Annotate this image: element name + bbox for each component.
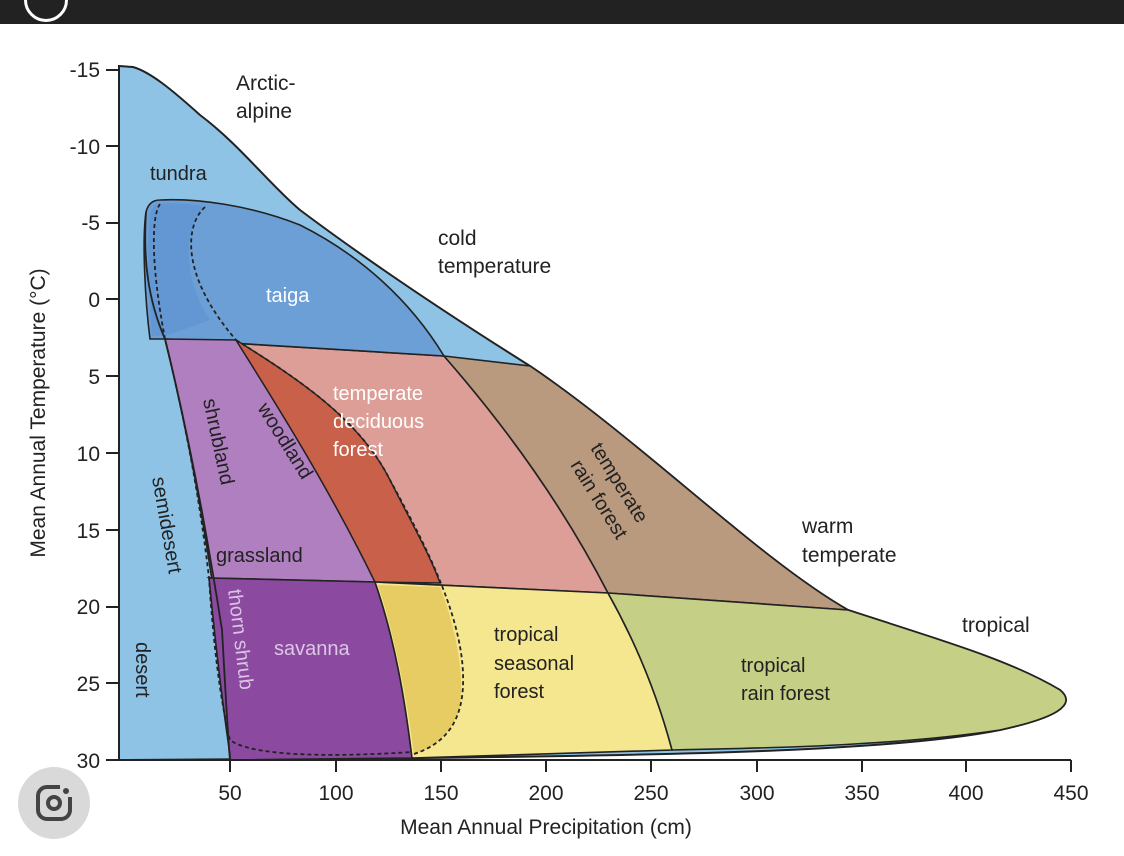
tropical-seasonal-dry-band: [378, 585, 462, 754]
x-tick-label: 250: [633, 782, 668, 805]
x-tick-label: 400: [948, 782, 983, 805]
biome-label-tundra: tundra: [150, 163, 208, 185]
zone-label-arctic-alpine: Arctic-: [236, 72, 296, 95]
biome-label-tropical-seasonal: forest: [494, 681, 544, 703]
x-tick-label: 50: [218, 782, 241, 805]
biome-label-temperate-deciduous: temperate: [333, 383, 423, 405]
google-lens-icon: [36, 785, 72, 821]
biome-label-taiga: taiga: [266, 285, 310, 307]
y-tick-label: 10: [77, 443, 100, 466]
biome-label-savanna: savanna: [274, 638, 350, 660]
x-tick-label: 200: [528, 782, 563, 805]
x-tick-label: 350: [844, 782, 879, 805]
y-tick-label: 5: [88, 366, 100, 389]
zone-label-cold-temperate: cold: [438, 227, 477, 250]
y-tick-label: -5: [81, 212, 100, 235]
y-axis-label: Mean Annual Temperature (°C): [27, 268, 50, 557]
biome-label-tropical-seasonal: tropical: [494, 624, 558, 646]
biome-label-tropical-rain: rain forest: [741, 683, 830, 705]
biome-label-tropical-rain: tropical: [741, 655, 805, 677]
y-tick-label: 20: [77, 596, 100, 619]
biome-label-tropical-seasonal: seasonal: [494, 653, 574, 675]
zone-label-warm-temperate: warm: [801, 515, 853, 538]
zone-label-cold-temperate: temperature: [438, 255, 551, 278]
dashed-boundary-woodland: [235, 339, 464, 755]
zone-label-warm-temperate: temperate: [802, 544, 897, 567]
x-tick-label: 100: [318, 782, 353, 805]
tundra-inner-shade: [148, 203, 210, 336]
x-tick-label: 300: [739, 782, 774, 805]
x-axis-label: Mean Annual Precipitation (cm): [400, 816, 692, 839]
y-tick-label: -15: [70, 59, 100, 82]
y-tick-label: 0: [88, 289, 100, 312]
y-tick-label: 15: [77, 520, 100, 543]
zone-label-arctic-alpine: alpine: [236, 100, 292, 123]
zone-label-tropical: tropical: [962, 614, 1030, 637]
temperate-rain-forest-region: [442, 354, 849, 611]
x-ticks: [229, 760, 1072, 772]
x-tick-label: 150: [423, 782, 458, 805]
y-tick-label: 25: [77, 673, 100, 696]
biome-label-desert: desert: [131, 642, 153, 698]
dashed-boundary-semidesert: [152, 203, 413, 756]
dashed-boundary-cold: [190, 206, 237, 341]
x-tick-label: 450: [1053, 782, 1088, 805]
biome-label-temperate-deciduous: forest: [333, 439, 383, 461]
biome-label-grassland: grassland: [216, 545, 303, 567]
google-lens-button[interactable]: [18, 767, 90, 839]
tropical-rain-forest-region: [606, 592, 1067, 751]
top-bar: [0, 0, 1124, 24]
outer-boundary-inner: [144, 211, 231, 761]
y-ticks: [106, 69, 119, 761]
y-tick-label: -10: [70, 136, 100, 159]
y-tick-label: 30: [77, 750, 100, 773]
biome-label-temperate-deciduous: deciduous: [333, 411, 424, 433]
